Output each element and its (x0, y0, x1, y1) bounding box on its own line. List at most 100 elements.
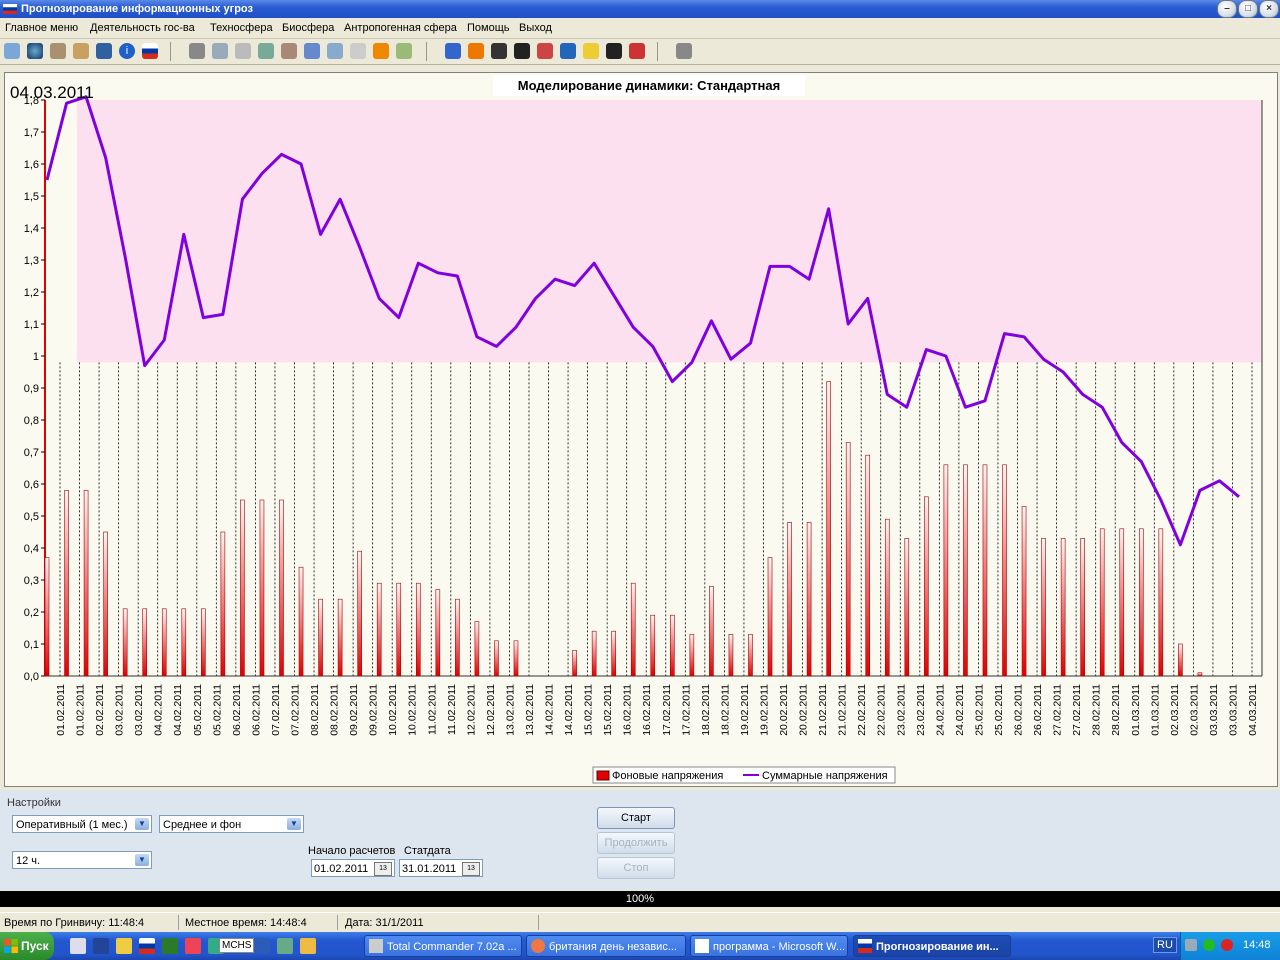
excel-icon[interactable] (162, 938, 178, 954)
maximize-button[interactable]: □ (1238, 0, 1258, 18)
russia-flag-icon (3, 4, 17, 14)
chevron-down-icon[interactable]: ▼ (135, 854, 149, 866)
train-icon[interactable] (258, 43, 274, 59)
settings-tool-icon[interactable] (4, 43, 20, 59)
task-label: Total Commander 7.02a ... (387, 941, 517, 953)
y-tick-label: 0,3 (24, 575, 39, 587)
x-tick-label: 04.02.2011 (153, 684, 165, 736)
storm-icon[interactable] (491, 43, 507, 59)
save-icon[interactable] (93, 938, 109, 954)
x-tick-label: 09.02.2011 (348, 684, 360, 736)
x-tick-label: 14.02.2011 (563, 684, 575, 736)
menu-main[interactable]: Главное меню (5, 22, 79, 34)
fire-icon[interactable] (373, 43, 389, 59)
user-icon[interactable] (96, 43, 112, 59)
x-tick-label: 07.02.2011 (270, 684, 282, 736)
task-forecasting[interactable]: Прогнозирование ин... (853, 935, 1011, 957)
car-icon[interactable] (304, 43, 320, 59)
windows-logo-icon (4, 939, 18, 953)
clock-icon[interactable] (189, 43, 205, 59)
continue-button[interactable]: Продолжить (597, 832, 675, 854)
tools-icon[interactable] (212, 43, 228, 59)
x-tick-label: 02.03.2011 (1188, 684, 1200, 736)
interval-select[interactable]: 12 ч. ▼ (12, 851, 152, 869)
person-icon[interactable] (50, 43, 66, 59)
mchs-label[interactable]: MCHS (219, 938, 255, 953)
desktop-icon[interactable] (70, 938, 86, 954)
task-total-commander[interactable]: Total Commander 7.02a ... (364, 935, 522, 957)
bar (572, 650, 577, 677)
x-tick-label: 10.02.2011 (387, 684, 399, 736)
rocket-icon[interactable] (350, 43, 366, 59)
cloud-icon[interactable] (445, 43, 461, 59)
taskbar: Пуск MCHS Total Commander 7.02a ... брит… (0, 932, 1280, 960)
animal-icon[interactable] (629, 43, 645, 59)
chevron-down-icon[interactable]: ▼ (135, 818, 149, 830)
y-tick-label: 0,4 (24, 543, 39, 555)
powerpoint-icon[interactable] (185, 938, 201, 954)
x-tick-label: 14.02.2011 (544, 684, 556, 736)
flood-icon[interactable] (606, 43, 622, 59)
info-icon[interactable]: i (119, 43, 135, 59)
gear-icon[interactable] (327, 43, 343, 59)
map-icon[interactable] (396, 43, 412, 59)
mode-select[interactable]: Оперативный (1 мес.) ▼ (12, 815, 152, 833)
minimize-button[interactable]: – (1217, 0, 1237, 18)
table-icon[interactable] (676, 43, 692, 59)
building-icon[interactable] (73, 43, 89, 59)
x-tick-label: 03.03.2011 (1227, 684, 1239, 736)
hammer-icon[interactable] (281, 43, 297, 59)
security-icon[interactable] (1221, 939, 1233, 951)
x-tick-label: 21.02.2011 (837, 684, 849, 736)
flag-icon[interactable] (142, 43, 158, 59)
menu-anthropogenic[interactable]: Антропогенная сфера (344, 22, 457, 34)
plane-icon[interactable] (235, 43, 251, 59)
x-tick-label: 13.02.2011 (524, 684, 536, 736)
y-tick-label: 1,7 (24, 127, 39, 139)
hurricane-icon[interactable] (514, 43, 530, 59)
volcano-icon[interactable] (468, 43, 484, 59)
chevron-down-icon[interactable]: ▼ (287, 818, 301, 830)
language-indicator[interactable]: RU (1153, 937, 1177, 953)
x-tick-label: 26.02.2011 (1032, 684, 1044, 736)
x-tick-label: 06.02.2011 (231, 684, 243, 736)
task-word[interactable]: программа - Microsoft W... (690, 935, 848, 957)
calendar-icon[interactable]: 13 (462, 862, 480, 876)
word-icon[interactable] (254, 938, 270, 954)
rain-icon[interactable] (560, 43, 576, 59)
task-firefox[interactable]: британия день независ... (526, 935, 686, 957)
folder-icon[interactable] (300, 938, 316, 954)
aggregation-select[interactable]: Среднее и фон ▼ (159, 815, 304, 833)
sun-icon[interactable] (583, 43, 599, 59)
start-menu-button[interactable]: Пуск (0, 932, 54, 960)
task-label: Прогнозирование ин... (876, 941, 999, 953)
antivirus-icon[interactable] (1203, 939, 1215, 951)
menu-exit[interactable]: Выход (519, 22, 552, 34)
x-tick-label: 06.02.2011 (250, 684, 262, 736)
bar (650, 614, 656, 677)
close-button[interactable]: × (1259, 0, 1279, 18)
stop-button[interactable]: Стоп (597, 857, 675, 879)
menu-biosphere[interactable]: Биосфера (282, 22, 335, 34)
stat-date-field[interactable]: 31.01.2011 13 (399, 859, 483, 877)
start-date-field[interactable]: 01.02.2011 13 (311, 859, 395, 877)
bar (474, 621, 480, 677)
globe-icon[interactable] (27, 43, 43, 59)
network-icon[interactable] (1185, 939, 1197, 951)
flag-icon[interactable] (139, 938, 155, 954)
notepad-icon[interactable] (116, 938, 132, 954)
x-tick-label: 25.02.2011 (973, 684, 985, 736)
wind-icon[interactable] (537, 43, 553, 59)
menu-technosphere[interactable]: Техносфера (210, 22, 273, 34)
bar (181, 608, 187, 677)
start-button[interactable]: Старт (597, 807, 675, 829)
calculator-icon[interactable] (277, 938, 293, 954)
x-tick-label: 08.02.2011 (309, 684, 321, 736)
calendar-icon[interactable]: 13 (374, 862, 392, 876)
progress-bar: 100% (0, 891, 1280, 907)
mode-value: Оперативный (1 мес.) (16, 819, 128, 831)
menu-state[interactable]: Деятельность гос-ва (90, 22, 195, 34)
x-tick-label: 12.02.2011 (485, 684, 497, 736)
bar (1060, 538, 1066, 677)
menu-help[interactable]: Помощь (467, 22, 510, 34)
